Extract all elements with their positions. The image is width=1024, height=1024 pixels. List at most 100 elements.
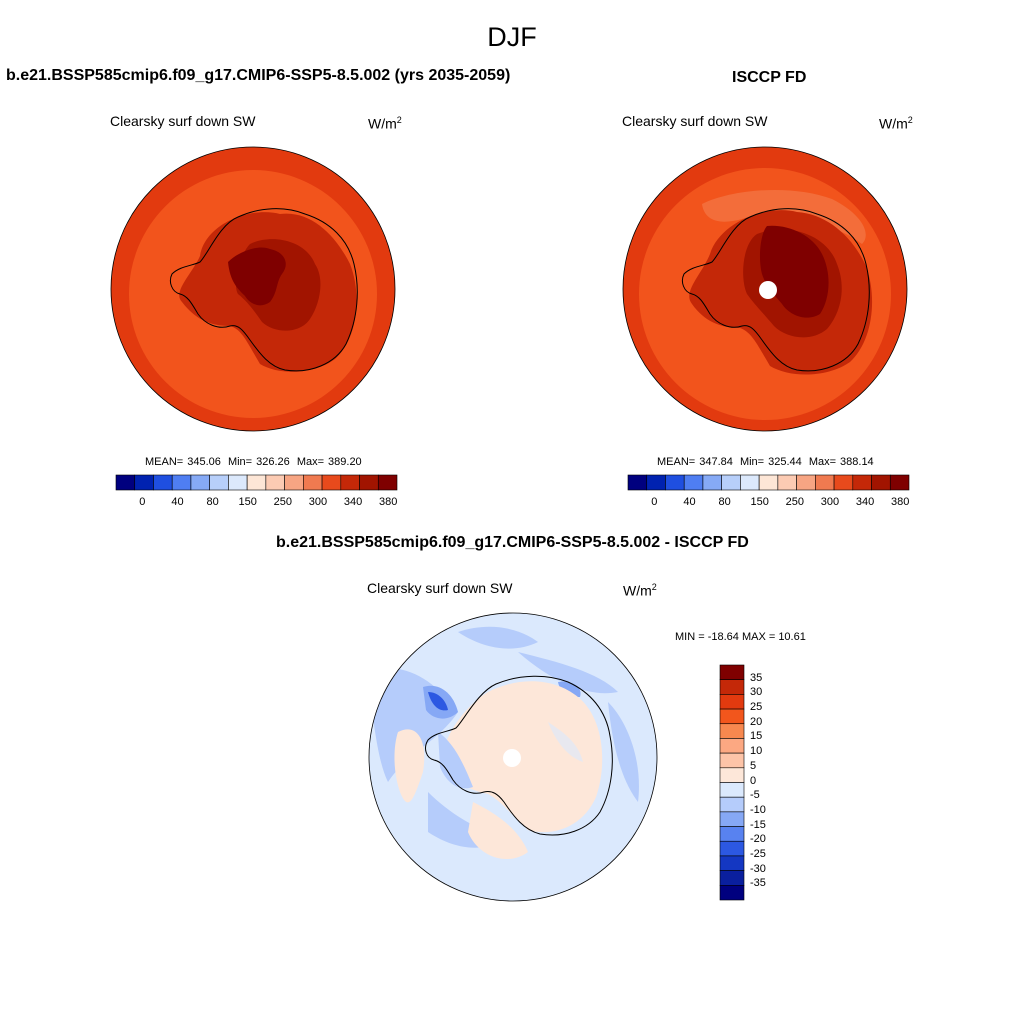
- right-panel-stats: MEAN= 347.84 Min= 325.44 Max= 388.14: [657, 456, 874, 468]
- diff-panel-variable-title: Clearsky surf down SW: [367, 580, 513, 596]
- colorbar-swatch: [815, 474, 835, 491]
- left-panel-case-title: b.e21.BSSP585cmip6.f09_g17.CMIP6-SSP5-8.…: [6, 67, 511, 84]
- diff-colorbar-ticks: 35 30 25 20 15 10 5 0 -5 -10 -15 -20 -25 -30 -35: [750, 665, 790, 900]
- colorbar-tick-label: 340: [343, 496, 363, 508]
- colorbar-swatch: [190, 474, 210, 491]
- left-colorbar-ticks: 0 40 80 150 250 300 340 380: [116, 496, 397, 510]
- colorbar-swatch: [719, 855, 745, 871]
- colorbar-tick-label: 250: [273, 496, 293, 508]
- colorbar-swatch: [321, 474, 342, 491]
- left-map: [110, 146, 396, 432]
- colorbar-tick-label: 380: [891, 496, 910, 508]
- colorbar-tick-label: 15: [750, 730, 763, 743]
- colorbar-tick-label: 250: [785, 496, 805, 508]
- colorbar-swatch: [377, 474, 398, 491]
- diff-map: [368, 612, 658, 902]
- colorbar-swatch: [740, 474, 760, 491]
- colorbar-tick-label: -20: [750, 833, 766, 846]
- colorbar-tick-label: 40: [683, 496, 696, 508]
- colorbar-tick-label: 5: [750, 759, 757, 772]
- diff-panel-case-title: b.e21.BSSP585cmip6.f09_g17.CMIP6-SSP5-8.…: [276, 534, 749, 551]
- colorbar-tick-label: -30: [750, 862, 766, 875]
- colorbar-swatch: [303, 474, 323, 491]
- colorbar-swatch: [777, 474, 797, 491]
- colorbar-swatch: [889, 474, 910, 491]
- antarctica-coastline: [425, 675, 613, 836]
- colorbar-swatch: [153, 474, 173, 491]
- colorbar-tick-label: -5: [750, 789, 760, 802]
- colorbar-swatch: [758, 474, 779, 491]
- colorbar-swatch: [719, 679, 745, 695]
- right-colorbar-ticks: 0 40 80 150 250 300 340 380: [628, 496, 909, 510]
- colorbar-tick-label: -25: [750, 847, 766, 860]
- colorbar-swatch: [719, 738, 745, 754]
- main-title: DJF: [487, 22, 537, 52]
- colorbar-tick-label: 80: [206, 496, 219, 508]
- colorbar-swatch: [340, 474, 360, 491]
- colorbar-tick-label: 80: [718, 496, 731, 508]
- colorbar-swatch: [228, 474, 248, 491]
- colorbar-tick-label: 150: [238, 496, 257, 508]
- colorbar-swatch: [719, 694, 745, 710]
- colorbar-swatch: [171, 474, 192, 491]
- colorbar-swatch: [719, 811, 745, 827]
- colorbar-swatch: [871, 474, 891, 491]
- colorbar-swatch: [702, 474, 722, 491]
- right-colorbar: [627, 474, 910, 491]
- colorbar-swatch: [719, 664, 745, 680]
- colorbar-swatch: [796, 474, 816, 491]
- colorbar-swatch: [719, 723, 745, 739]
- diff-colorbar: [719, 664, 745, 901]
- right-map: [622, 146, 908, 432]
- left-panel-units: W/m2: [368, 115, 402, 132]
- colorbar-tick-label: 380: [379, 496, 398, 508]
- colorbar-swatch: [719, 767, 745, 783]
- colorbar-swatch: [719, 708, 745, 725]
- left-colorbar: [115, 474, 398, 491]
- antarctica-coastline: [681, 208, 870, 372]
- colorbar-tick-label: 0: [651, 496, 658, 508]
- colorbar-swatch: [209, 474, 229, 491]
- colorbar-swatch: [852, 474, 872, 491]
- colorbar-swatch: [246, 474, 267, 491]
- colorbar-swatch: [284, 474, 304, 491]
- colorbar-swatch: [719, 796, 745, 813]
- colorbar-tick-label: 35: [750, 671, 763, 684]
- colorbar-tick-label: 0: [750, 774, 757, 787]
- colorbar-swatch: [115, 474, 136, 491]
- colorbar-tick-label: 40: [171, 496, 184, 508]
- colorbar-swatch: [646, 474, 666, 491]
- colorbar-swatch: [683, 474, 704, 491]
- colorbar-swatch: [665, 474, 685, 491]
- diff-panel-units: W/m2: [623, 582, 657, 599]
- colorbar-swatch: [721, 474, 741, 491]
- colorbar-swatch: [627, 474, 648, 491]
- colorbar-tick-label: 10: [750, 745, 763, 758]
- colorbar-tick-label: -10: [750, 803, 766, 816]
- left-panel-variable-title: Clearsky surf down SW: [110, 113, 256, 129]
- colorbar-swatch: [719, 752, 745, 769]
- colorbar-tick-label: -15: [750, 818, 766, 831]
- colorbar-tick-label: 25: [750, 701, 763, 714]
- colorbar-swatch: [719, 885, 745, 901]
- colorbar-swatch: [719, 870, 745, 886]
- colorbar-tick-label: 340: [855, 496, 875, 508]
- colorbar-swatch: [719, 826, 745, 842]
- colorbar-swatch: [359, 474, 379, 491]
- left-panel-stats: MEAN= 345.06 Min= 326.26 Max= 389.20: [145, 456, 362, 468]
- colorbar-tick-label: 20: [750, 715, 763, 728]
- colorbar-swatch: [719, 782, 745, 798]
- colorbar-swatch: [833, 474, 854, 491]
- colorbar-tick-label: 0: [139, 496, 146, 508]
- right-panel-variable-title: Clearsky surf down SW: [622, 113, 768, 129]
- colorbar-tick-label: 300: [820, 496, 840, 508]
- colorbar-swatch: [719, 840, 745, 857]
- right-panel-units: W/m2: [879, 115, 913, 132]
- colorbar-swatch: [265, 474, 285, 491]
- antarctica-coastline: [169, 208, 358, 372]
- colorbar-tick-label: 30: [750, 686, 763, 699]
- diff-panel-stats: MIN = -18.64 MAX = 10.61: [675, 631, 806, 643]
- colorbar-tick-label: 150: [750, 496, 769, 508]
- colorbar-tick-label: 300: [308, 496, 328, 508]
- colorbar-tick-label: -35: [750, 877, 766, 890]
